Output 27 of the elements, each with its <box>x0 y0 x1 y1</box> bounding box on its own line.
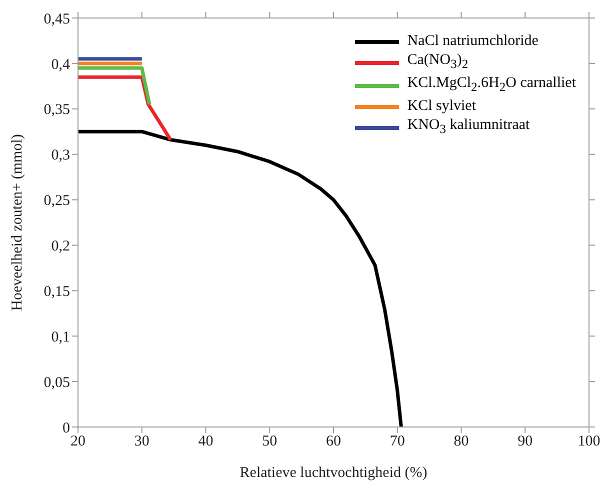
x-axis-title: Relatieve luchtvochtigheid (%) <box>240 465 428 481</box>
line-series <box>78 130 403 427</box>
x-tick-label: 50 <box>262 434 278 450</box>
y-tick-label: 0,15 <box>44 284 70 300</box>
legend-label: KCl.MgCl$_{2}$.6H$_{2}$O carnalliet <box>407 74 576 96</box>
x-tick-label: 20 <box>70 434 86 450</box>
y-tick-label: 0,1 <box>51 329 70 346</box>
x-tick-label: 60 <box>326 434 341 450</box>
x-tick-label: 70 <box>390 434 405 450</box>
legend-label: KNO$_{3}$ kaliumnitraat <box>407 116 530 138</box>
x-tick-label: 80 <box>454 434 469 450</box>
x-tick-label: 90 <box>518 434 533 450</box>
legend-label: NaCl natriumchloride <box>407 32 538 51</box>
legend-label: KCl sylviet <box>407 97 476 116</box>
y-axis-title: Hoeveelheid zouten+ (mmol) <box>9 134 26 311</box>
legend-label: Ca(NO$_{3}$)$_{2}$ <box>407 51 468 73</box>
y-tick-label: 0,35 <box>44 102 70 118</box>
y-tick-label: 0,2 <box>51 238 70 255</box>
y-tick-label: 0,4 <box>51 56 70 73</box>
y-tick-label: 0,45 <box>44 11 70 28</box>
x-tick-label: 100 <box>578 434 600 450</box>
x-tick-label: 40 <box>198 434 214 450</box>
y-tick-label: 0,05 <box>44 374 70 391</box>
y-tick-label: 0,3 <box>51 148 70 164</box>
y-tick-label: 0 <box>62 420 70 436</box>
x-tick-label: 30 <box>134 434 150 450</box>
y-tick-label: 0,25 <box>44 193 70 210</box>
